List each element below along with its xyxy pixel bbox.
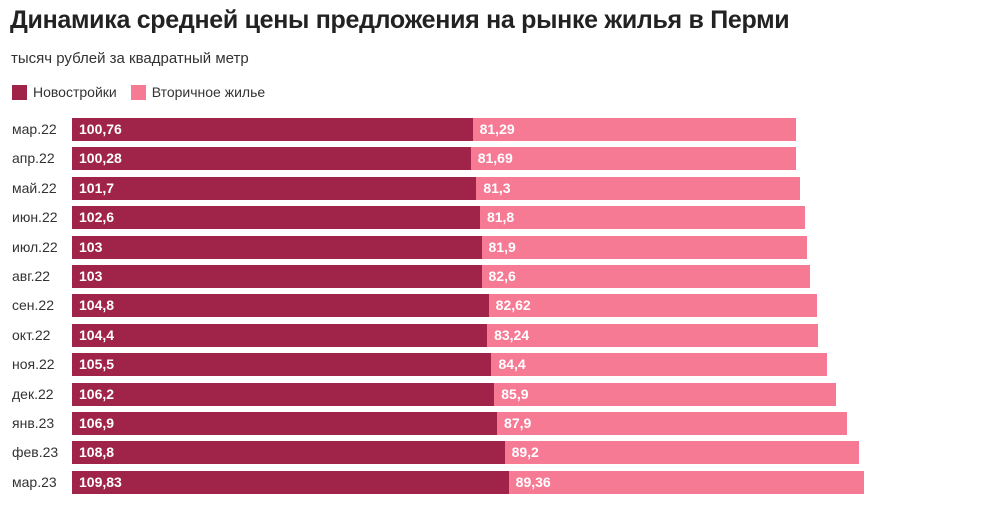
legend-item-secondary: Вторичное жилье (130, 84, 266, 100)
data-label: 100,76 (79, 121, 122, 137)
data-label: 109,83 (79, 473, 122, 490)
bar-new-buildings (72, 294, 489, 318)
data-label: 106,2 (79, 385, 115, 402)
bar-secondary-housing (476, 176, 800, 200)
category-label: янв.23 (12, 415, 55, 431)
data-label: 81,8 (486, 209, 515, 226)
data-label: 81,69 (477, 150, 513, 167)
category-label: авг.22 (12, 268, 51, 284)
legend-item-new: Новостройки (12, 84, 117, 100)
bar-new-buildings (72, 147, 471, 171)
bar-new-buildings (72, 412, 498, 435)
data-label: 104,8 (79, 297, 115, 314)
bar-secondary-housing (494, 382, 836, 406)
bar-new-buildings (72, 470, 509, 494)
category-label: дек.22 (12, 385, 54, 402)
bar-secondary-housing (479, 206, 806, 230)
category-label: июл.22 (12, 238, 58, 255)
data-label: 100,28 (79, 150, 122, 167)
category-label: апр.22 (12, 150, 55, 167)
data-label: 82,62 (495, 297, 531, 314)
bar-secondary-housing (487, 323, 819, 347)
legend-swatch-new (12, 84, 27, 100)
bar-new-buildings (72, 206, 480, 230)
bar-new-buildings (72, 235, 482, 259)
data-label: 108,8 (79, 444, 115, 461)
bar-new-buildings (72, 382, 495, 406)
chart-title: Динамика средней цены предложения на рын… (10, 6, 790, 34)
data-label: 89,36 (515, 473, 551, 490)
legend-label-secondary: Вторичное жилье (151, 84, 266, 100)
data-label: 82,6 (488, 268, 516, 284)
bar-secondary-housing (488, 294, 818, 318)
bar-secondary-housing (491, 353, 828, 377)
data-label: 102,6 (79, 209, 115, 226)
category-label: окт.22 (12, 326, 51, 343)
category-label: фев.23 (12, 444, 59, 461)
data-label: 81,29 (479, 121, 515, 137)
data-label: 87,9 (504, 415, 532, 431)
bar-secondary-housing (497, 412, 847, 435)
data-label: 104,4 (79, 326, 115, 343)
data-label: 81,9 (488, 238, 516, 255)
legend: Новостройки Вторичное жилье (12, 84, 279, 100)
data-label: 89,2 (511, 444, 539, 461)
data-label: 84,4 (498, 356, 526, 373)
bar-new-buildings (72, 323, 488, 347)
bar-new-buildings (72, 265, 482, 288)
legend-label-new: Новостройки (33, 84, 117, 100)
bar-secondary-housing (481, 265, 810, 288)
category-label: мар.22 (12, 121, 57, 137)
category-label: сен.22 (12, 297, 54, 314)
data-label: 105,5 (79, 356, 115, 373)
data-label: 83,24 (494, 326, 530, 343)
bar-secondary-housing (470, 147, 796, 171)
legend-swatch-secondary (130, 84, 146, 100)
data-label: 85,9 (501, 385, 529, 402)
category-label: ноя.22 (12, 356, 55, 373)
bar-new-buildings (72, 176, 477, 200)
bar-secondary-housing (504, 441, 860, 465)
data-label: 101,7 (79, 179, 115, 196)
bar-new-buildings (72, 353, 492, 377)
category-label: июн.22 (12, 209, 58, 226)
bar-secondary-housing (481, 235, 808, 259)
chart-subtitle: тысяч рублей за квадратный метр (11, 50, 249, 67)
category-label: мар.23 (12, 473, 57, 490)
category-label: май.22 (12, 179, 57, 196)
data-label: 103 (79, 268, 103, 284)
data-label: 81,3 (483, 179, 511, 196)
bar-secondary-housing (472, 118, 796, 141)
bar-new-buildings (72, 118, 473, 141)
data-label: 103 (79, 238, 103, 255)
bar-new-buildings (72, 441, 505, 465)
bar-secondary-housing (508, 470, 864, 494)
data-label: 106,9 (79, 415, 115, 431)
